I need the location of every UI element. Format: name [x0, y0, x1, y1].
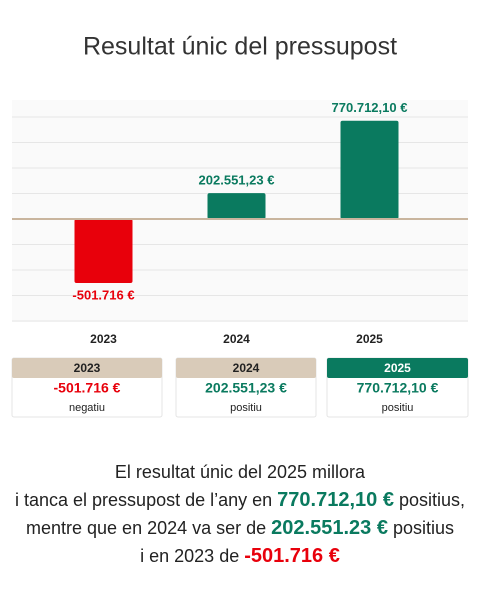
value-label: 770.712,10 € [332, 100, 408, 115]
card-header [327, 358, 468, 378]
card-header [176, 358, 316, 378]
value-label: -501.716 € [72, 287, 134, 302]
summary-highlight: 770.712,10 € [277, 489, 394, 511]
x-tick-label: 2023 [90, 332, 117, 346]
summary-highlight: 202.551.23 € [271, 517, 388, 539]
summary-text: i en 2023 de [140, 546, 244, 566]
summary-text: positius [388, 518, 454, 538]
summary-text: El resultat únic del 2025 millora [115, 462, 366, 482]
bar [207, 193, 266, 219]
bar [74, 219, 133, 283]
card-year: 2024 [233, 361, 260, 375]
x-tick-label: 2024 [223, 332, 250, 346]
card-year: 2023 [74, 361, 101, 375]
summary-text: i tanca el pressupost de l’any en [15, 490, 277, 510]
card-note: negatiu [69, 402, 105, 414]
summary-line: i en 2023 de -501.716 € [140, 545, 340, 567]
summary-line: i tanca el pressupost de l’any en 770.71… [15, 489, 465, 511]
chart-title: Resultat únic del pressupost [83, 33, 397, 61]
summary-line: mentre que en 2024 va ser de 202.551.23 … [26, 517, 454, 539]
summary-text: positius, [394, 490, 465, 510]
card-note: positiu [230, 402, 262, 414]
card-year: 2025 [384, 361, 411, 375]
summary-highlight: -501.716 € [244, 545, 340, 567]
value-label: 202.551,23 € [199, 173, 275, 188]
card-header [12, 358, 162, 378]
summary-text: mentre que en 2024 va ser de [26, 518, 271, 538]
bar [340, 120, 399, 219]
x-tick-label: 2025 [356, 332, 383, 346]
card-value: -501.716 € [54, 380, 121, 396]
summary-line: El resultat únic del 2025 millora [115, 462, 366, 482]
card-value: 202.551,23 € [205, 380, 287, 396]
card-value: 770.712,10 € [357, 380, 439, 396]
card-note: positiu [382, 402, 414, 414]
